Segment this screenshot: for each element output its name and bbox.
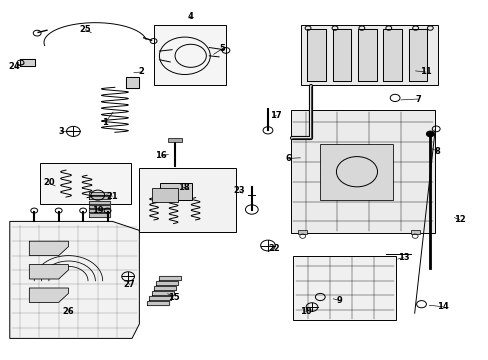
Bar [290, 110, 434, 233]
Text: 4: 4 [187, 12, 193, 21]
Text: 26: 26 [62, 307, 74, 316]
Bar [40, 163, 130, 204]
Polygon shape [89, 213, 110, 217]
Polygon shape [89, 201, 110, 204]
Bar [160, 183, 192, 200]
Polygon shape [29, 265, 68, 279]
Text: 3: 3 [58, 127, 64, 136]
Text: 25: 25 [80, 25, 91, 34]
Bar [298, 230, 306, 234]
Polygon shape [89, 192, 110, 195]
Polygon shape [29, 288, 68, 302]
Polygon shape [89, 196, 110, 199]
Text: 13: 13 [397, 253, 408, 262]
Bar [410, 230, 419, 234]
Text: 2: 2 [139, 68, 144, 77]
Polygon shape [89, 205, 110, 208]
Polygon shape [10, 221, 139, 338]
Bar [151, 188, 178, 202]
Polygon shape [357, 29, 376, 81]
Text: 11: 11 [419, 68, 430, 77]
Text: 6: 6 [285, 154, 291, 163]
Bar [293, 256, 395, 320]
Text: 9: 9 [336, 296, 342, 305]
Polygon shape [29, 241, 68, 256]
Bar [154, 25, 226, 85]
Text: 15: 15 [167, 292, 179, 302]
Circle shape [426, 131, 433, 137]
Text: 21: 21 [106, 192, 118, 201]
Polygon shape [383, 29, 401, 81]
Text: 8: 8 [434, 147, 440, 156]
Polygon shape [126, 77, 139, 88]
Text: 16: 16 [155, 151, 167, 160]
Polygon shape [149, 296, 171, 300]
Polygon shape [159, 276, 181, 280]
Text: 12: 12 [453, 215, 465, 224]
Polygon shape [146, 301, 168, 305]
Text: 22: 22 [267, 244, 279, 253]
Text: 24: 24 [9, 62, 20, 71]
Bar [168, 138, 182, 142]
Polygon shape [154, 286, 176, 290]
Bar [300, 25, 437, 85]
Bar [320, 144, 392, 200]
Polygon shape [151, 291, 173, 295]
Polygon shape [20, 59, 35, 66]
Text: 7: 7 [414, 94, 420, 104]
Text: 14: 14 [436, 302, 447, 311]
Text: 10: 10 [299, 307, 311, 316]
Text: 1: 1 [102, 118, 108, 127]
Text: 23: 23 [233, 186, 245, 195]
Polygon shape [156, 281, 178, 285]
Polygon shape [306, 29, 325, 81]
Polygon shape [89, 209, 110, 212]
Text: 17: 17 [270, 111, 282, 120]
Text: 19: 19 [92, 206, 103, 215]
Bar [139, 168, 236, 232]
Polygon shape [332, 29, 350, 81]
Text: 27: 27 [123, 280, 135, 289]
Polygon shape [408, 29, 427, 81]
Text: 18: 18 [177, 183, 189, 192]
Text: 5: 5 [219, 44, 225, 53]
Text: 20: 20 [43, 178, 55, 187]
